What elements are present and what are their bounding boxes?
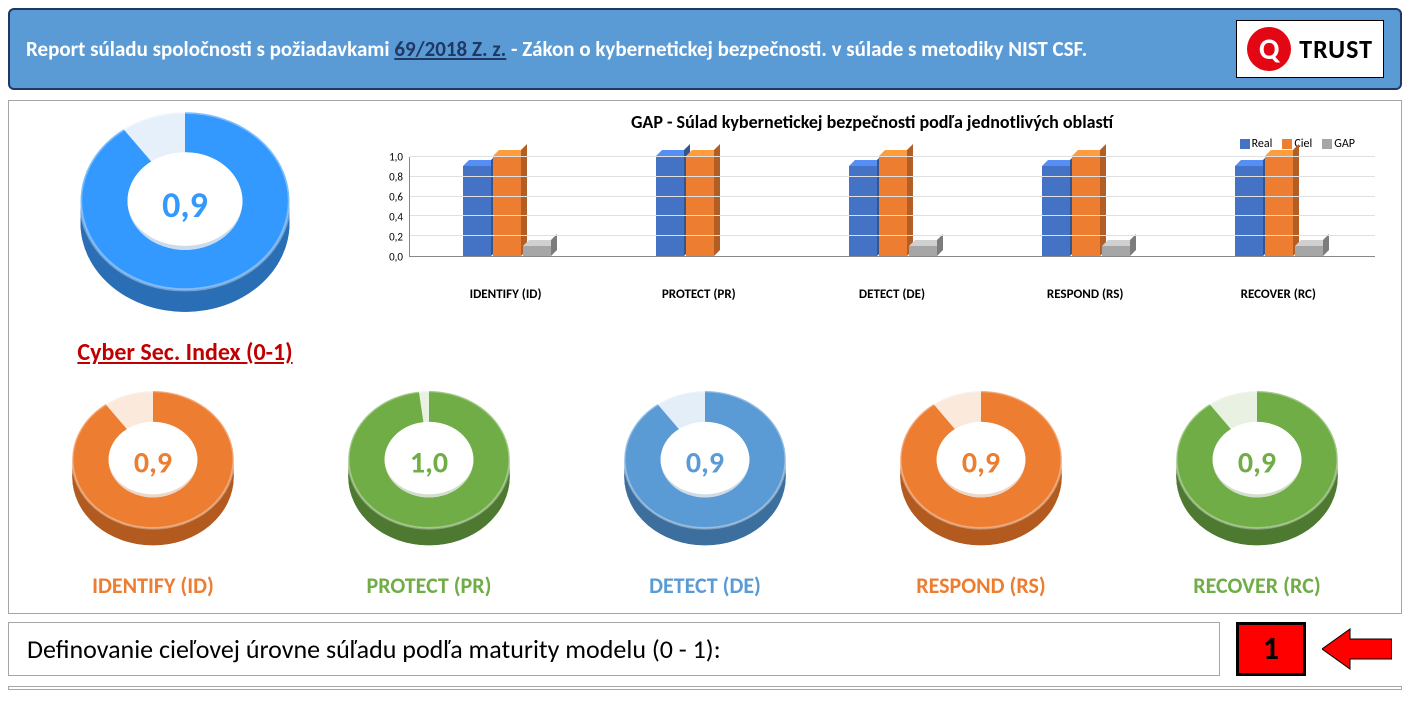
bar-group: [463, 157, 551, 256]
bar-x-labels: IDENTIFY (ID) PROTECT (PR) DETECT (DE) RESP…: [409, 287, 1375, 302]
donut-label: RESPOND (RS): [851, 572, 1111, 599]
x-axis-label: PROTECT (PR): [614, 287, 784, 302]
donut-value: 0,9: [962, 444, 1000, 481]
bar-group: [656, 157, 744, 256]
arrow-left-icon: [1322, 622, 1402, 676]
donut-label: PROTECT (PR): [299, 572, 559, 599]
gridline: [410, 156, 1375, 157]
main-donut: 0,9: [75, 107, 295, 329]
y-tick-label: 0,8: [389, 171, 403, 184]
function-donut: 0,9 RESPOND (RS): [851, 387, 1111, 599]
maturity-target-label: Definovanie cieľovej úrovne súľadu podľa…: [8, 622, 1220, 676]
y-tick-label: 0,2: [389, 231, 403, 244]
legend-swatch: [1282, 139, 1292, 149]
main-donut-value: 0,9: [162, 183, 208, 227]
bar-ciel: [1072, 156, 1100, 256]
donut-value: 0,9: [134, 444, 172, 481]
header-text: Report súladu spoločnosti s požiadavkami…: [26, 35, 1236, 63]
bar-chart-title: GAP - Súlad kybernetickej bezpečnosti po…: [369, 111, 1375, 133]
gridline: [410, 215, 1375, 216]
header-text-after: - Zákon o kybernetickej bezpečnosti. v s…: [506, 36, 1087, 62]
donut-wrap: 1,0: [344, 387, 514, 559]
bar-gap: [909, 246, 937, 256]
function-donut: 1,0 PROTECT (PR): [299, 387, 559, 599]
gridline: [410, 235, 1375, 236]
bar-group: [1042, 157, 1130, 256]
bar-ciel: [493, 156, 521, 256]
bar-gap: [1295, 246, 1323, 256]
gridline: [410, 196, 1375, 197]
legend-swatch: [1322, 139, 1332, 149]
cyber-sec-index-box: 0,9 Cyber Sec. Index (0-1): [15, 107, 355, 367]
y-tick-label: 0,4: [389, 211, 403, 224]
x-axis-label: IDENTIFY (ID): [421, 287, 591, 302]
bar-group: [849, 157, 937, 256]
x-axis-label: RECOVER (RC): [1193, 287, 1363, 302]
donut-label: RECOVER (RC): [1127, 572, 1387, 599]
gap-bar-chart: GAP - Súlad kybernetickej bezpečnosti po…: [365, 107, 1395, 367]
function-donuts-row: 0,9 IDENTIFY (ID) 1,0 PROTECT (PR) 0,9 DETECT…: [15, 379, 1395, 607]
y-tick-label: 0,6: [389, 191, 403, 204]
bar-gap: [1102, 246, 1130, 256]
top-row: 0,9 Cyber Sec. Index (0-1) GAP - Súlad k…: [15, 107, 1395, 367]
y-tick-label: 0,0: [389, 251, 403, 264]
x-axis-label: DETECT (DE): [807, 287, 977, 302]
legend-label: Real: [1252, 137, 1273, 151]
gridline: [410, 176, 1375, 177]
footer-row: Definovanie cieľovej úrovne súľadu podľa…: [8, 622, 1402, 676]
bar-real: [849, 166, 877, 256]
function-donut: 0,9 RECOVER (RC): [1127, 387, 1387, 599]
donut-wrap: 0,9: [1172, 387, 1342, 559]
donut-value: 1,0: [410, 444, 448, 481]
donut-wrap: 0,9: [68, 387, 238, 559]
function-donut: 0,9 DETECT (DE): [575, 387, 835, 599]
maturity-target-value[interactable]: 1: [1236, 622, 1306, 676]
bar-gap: [523, 246, 551, 256]
bar-groups: [410, 157, 1375, 256]
function-donut: 0,9 IDENTIFY (ID): [23, 387, 283, 599]
y-tick-label: 1,0: [389, 151, 403, 164]
bar-real: [1235, 166, 1263, 256]
header-law-link[interactable]: 69/2018 Z. z.: [394, 36, 506, 62]
bar-plot-area: [409, 157, 1375, 257]
bar-real: [463, 166, 491, 256]
donut-label: IDENTIFY (ID): [23, 572, 283, 599]
donut-value: 0,9: [686, 444, 724, 481]
main-panel: 0,9 Cyber Sec. Index (0-1) GAP - Súlad k…: [8, 100, 1402, 614]
report-header: Report súladu spoločnosti s požiadavkami…: [8, 8, 1402, 90]
donut-wrap: 0,9: [896, 387, 1066, 559]
bar-y-axis: 0,00,20,40,60,81,0: [369, 157, 409, 257]
bar-ciel: [1265, 156, 1293, 256]
bar-ciel: [879, 156, 907, 256]
legend-label: GAP: [1334, 137, 1355, 151]
bar-plot: 0,00,20,40,60,81,0: [369, 157, 1375, 277]
cyber-sec-index-label: Cyber Sec. Index (0-1): [15, 338, 355, 367]
logo-q-icon: Q: [1247, 27, 1291, 71]
x-axis-label: RESPOND (RS): [1000, 287, 1170, 302]
bar-group: [1235, 157, 1323, 256]
donut-wrap: 0,9: [620, 387, 790, 559]
bar-chart-legend: RealCielGAP: [369, 137, 1375, 151]
legend-swatch: [1240, 139, 1250, 149]
qtrust-logo: Q TRUST: [1236, 20, 1384, 78]
bar-real: [656, 156, 684, 256]
donut-value: 0,9: [1238, 444, 1276, 481]
logo-trust-text: TRUST: [1299, 33, 1373, 65]
bar-real: [1042, 166, 1070, 256]
bar-ciel: [686, 156, 714, 256]
header-text-before: Report súladu spoločnosti s požiadavkami: [26, 36, 394, 62]
donut-label: DETECT (DE): [575, 572, 835, 599]
